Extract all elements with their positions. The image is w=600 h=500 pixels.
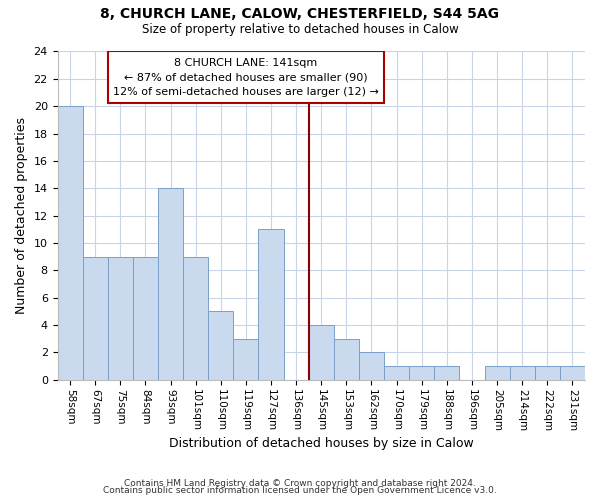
Bar — [384, 366, 409, 380]
Text: 12% of semi-detached houses are larger (12) →: 12% of semi-detached houses are larger (… — [113, 87, 379, 97]
Bar — [108, 256, 133, 380]
Bar — [233, 338, 259, 380]
Text: Contains HM Land Registry data © Crown copyright and database right 2024.: Contains HM Land Registry data © Crown c… — [124, 478, 476, 488]
Text: 8 CHURCH LANE: 141sqm: 8 CHURCH LANE: 141sqm — [174, 58, 317, 68]
Bar — [359, 352, 384, 380]
Bar — [158, 188, 183, 380]
Bar — [560, 366, 585, 380]
Bar — [83, 256, 108, 380]
Bar — [434, 366, 460, 380]
Text: Contains public sector information licensed under the Open Government Licence v3: Contains public sector information licen… — [103, 486, 497, 495]
Bar — [183, 256, 208, 380]
Bar — [334, 338, 359, 380]
Bar — [208, 311, 233, 380]
Bar — [133, 256, 158, 380]
Bar — [509, 366, 535, 380]
Text: 8, CHURCH LANE, CALOW, CHESTERFIELD, S44 5AG: 8, CHURCH LANE, CALOW, CHESTERFIELD, S44… — [101, 8, 499, 22]
Bar — [535, 366, 560, 380]
Text: Size of property relative to detached houses in Calow: Size of property relative to detached ho… — [142, 22, 458, 36]
Y-axis label: Number of detached properties: Number of detached properties — [15, 117, 28, 314]
Text: ← 87% of detached houses are smaller (90): ← 87% of detached houses are smaller (90… — [124, 72, 368, 83]
Bar — [58, 106, 83, 380]
X-axis label: Distribution of detached houses by size in Calow: Distribution of detached houses by size … — [169, 437, 473, 450]
Bar — [409, 366, 434, 380]
Bar — [309, 325, 334, 380]
Bar — [485, 366, 509, 380]
Bar — [259, 229, 284, 380]
FancyBboxPatch shape — [108, 52, 384, 104]
